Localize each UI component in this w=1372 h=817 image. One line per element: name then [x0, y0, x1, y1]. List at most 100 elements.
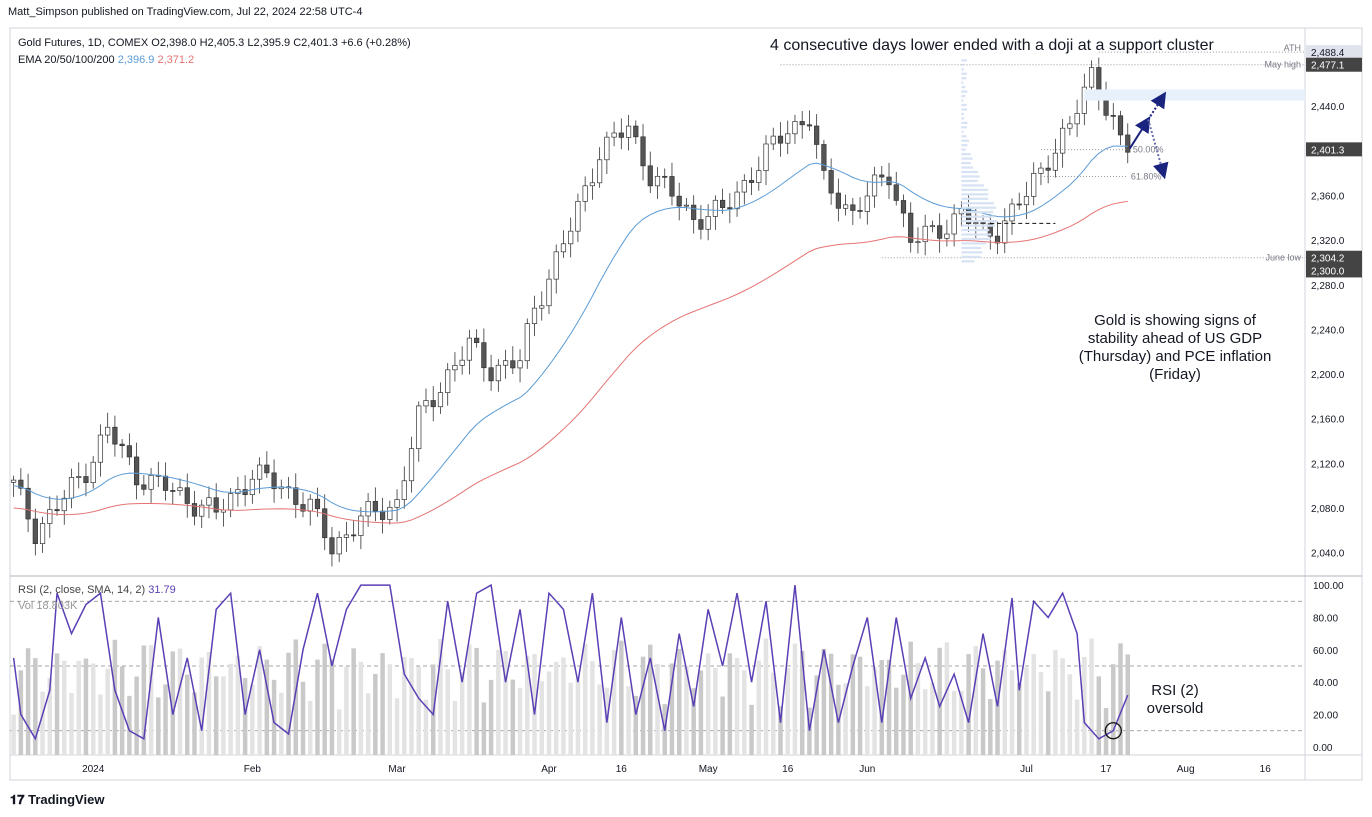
- volume-bar: [539, 681, 544, 755]
- candle: [531, 307, 538, 325]
- candle: [372, 501, 378, 512]
- volume-bar: [329, 659, 335, 755]
- candle: [756, 170, 762, 183]
- volume-bar: [1067, 674, 1073, 755]
- volume-bar: [503, 650, 508, 755]
- candle: [1125, 134, 1131, 153]
- price-chart[interactable]: 2,040.0 2,080.0 2,120.0 2,160.0 2,200.0 2,240…: [0, 22, 1372, 792]
- candle: [625, 125, 632, 138]
- candle: [908, 212, 914, 243]
- volume-bar: [286, 652, 291, 755]
- candle: [821, 144, 827, 171]
- candle: [336, 537, 342, 555]
- candle: [1060, 127, 1066, 154]
- candle: [633, 125, 639, 138]
- candle: [951, 213, 957, 235]
- volume-bar: [1082, 656, 1087, 755]
- candle: [228, 493, 234, 511]
- volume-profile-bar: [961, 157, 973, 160]
- price-tick-label: 2,200.0: [1311, 370, 1345, 381]
- candle: [126, 445, 132, 458]
- volume-profile-bar: [961, 228, 990, 232]
- volume-bar: [966, 654, 971, 755]
- volume-profile-bar: [961, 237, 991, 241]
- volume-bar: [1016, 682, 1022, 755]
- candle: [83, 476, 89, 483]
- ema20-line: [13, 145, 1128, 513]
- price-tick-label: 2,320.0: [1311, 236, 1345, 247]
- volume-bar: [438, 638, 443, 755]
- price-tick-label: 2,280.0: [1311, 281, 1345, 292]
- volume-bar: [170, 651, 176, 755]
- candle: [980, 222, 986, 225]
- volume-bar: [582, 643, 588, 755]
- tradingview-logo: 𝟏𝟕 TradingView: [10, 792, 105, 807]
- volume-profile-bar: [961, 202, 994, 205]
- volume-bar: [127, 695, 132, 755]
- volume-profile-bar: [961, 206, 996, 209]
- candle: [445, 369, 451, 393]
- volume-bar: [879, 660, 885, 755]
- price-tick-label: 2,440.0: [1311, 102, 1345, 113]
- volume-bar: [568, 682, 573, 755]
- candle: [900, 200, 907, 214]
- candle: [850, 204, 856, 211]
- price-badge-bg: [1306, 45, 1362, 60]
- volume-bar: [1074, 699, 1080, 755]
- volume-bar: [951, 690, 957, 755]
- volume-bar: [83, 658, 89, 755]
- volume-profile-bar: [961, 188, 989, 191]
- volume-bar: [33, 658, 38, 755]
- volume-bar: [1089, 638, 1094, 755]
- price-badge-bg: [1306, 263, 1362, 278]
- price-tick-label: 2,120.0: [1311, 459, 1345, 470]
- rsi-tick-label: 40.00: [1313, 678, 1338, 689]
- volume-bar: [47, 677, 53, 755]
- volume-bar: [1045, 691, 1051, 755]
- candle: [257, 464, 263, 480]
- volume-bar: [669, 663, 675, 755]
- rsi-tick-label: 100.00: [1313, 581, 1344, 592]
- volume-bar: [756, 660, 762, 755]
- volume-bar: [336, 709, 342, 755]
- volume-profile-bar: [961, 220, 997, 223]
- candle: [1074, 113, 1080, 125]
- candle: [416, 405, 422, 450]
- candle: [814, 125, 820, 145]
- volume-bar: [720, 696, 725, 755]
- candle: [39, 523, 46, 545]
- volume-bar: [199, 657, 204, 755]
- candle: [365, 501, 371, 517]
- volume-bar: [192, 692, 197, 755]
- time-tick-label: Feb: [244, 764, 262, 775]
- candle: [604, 136, 610, 161]
- candle: [293, 487, 299, 505]
- candle: [720, 199, 726, 208]
- volume-bar: [857, 656, 863, 755]
- candle: [300, 504, 306, 512]
- volume-bar: [264, 659, 270, 755]
- candle: [401, 480, 407, 500]
- time-tick-label: 16: [1260, 764, 1272, 775]
- may-high-label: May high: [1264, 60, 1301, 70]
- candle: [611, 132, 617, 138]
- volume-bar: [394, 698, 400, 755]
- volume-bar: [517, 687, 523, 755]
- volume-bar: [561, 657, 566, 755]
- volume-profile-bar: [961, 211, 994, 214]
- volume-bar: [799, 651, 805, 755]
- candle: [698, 219, 704, 230]
- volume-bar: [532, 654, 537, 755]
- volume-bar: [365, 693, 371, 755]
- volume-bar: [148, 645, 154, 755]
- volume-profile-bar: [961, 77, 967, 80]
- volume-profile-bar: [961, 94, 966, 98]
- candle: [184, 487, 190, 504]
- time-tick-label: Aug: [1177, 764, 1195, 775]
- volume-bar: [611, 650, 617, 755]
- volume-bar: [749, 704, 754, 755]
- volume-profile-bar: [961, 86, 966, 89]
- time-tick-label: Jun: [859, 764, 875, 775]
- annotation-top: 4 consecutive days lower ended with a do…: [770, 37, 1214, 54]
- volume-bar: [387, 664, 393, 755]
